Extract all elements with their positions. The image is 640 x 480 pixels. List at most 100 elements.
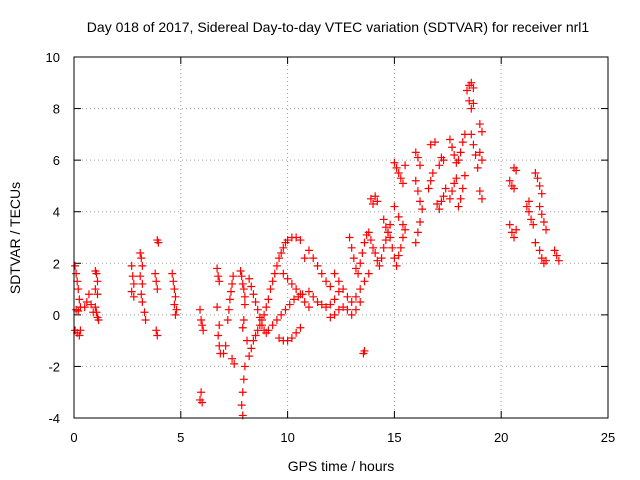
data-point (366, 236, 375, 245)
data-point (477, 156, 486, 165)
data-point (251, 297, 260, 306)
data-point (304, 303, 313, 312)
data-point (169, 277, 178, 286)
data-point (229, 272, 238, 281)
data-point (524, 197, 533, 206)
y-tick-label: -2 (48, 359, 60, 374)
data-point (94, 316, 103, 325)
data-point (253, 305, 262, 314)
data-point (309, 254, 318, 263)
data-point (448, 187, 457, 196)
data-point (281, 305, 290, 314)
data-point (351, 305, 360, 314)
data-point (72, 269, 81, 278)
data-point (537, 210, 546, 219)
data-point (330, 295, 339, 304)
data-point (435, 161, 444, 170)
data-point (136, 248, 145, 257)
data-point (411, 148, 420, 157)
data-point (198, 321, 207, 330)
data-point (475, 120, 484, 129)
data-point (552, 251, 561, 260)
data-point (313, 297, 322, 306)
data-point (272, 316, 281, 325)
data-point (240, 292, 249, 301)
data-point (309, 292, 318, 301)
data-point (249, 290, 258, 299)
data-point (92, 269, 101, 278)
data-point (537, 189, 546, 198)
data-point (330, 310, 339, 319)
data-point (371, 248, 380, 257)
data-point (127, 261, 136, 270)
data-point (153, 331, 162, 340)
data-point (360, 238, 369, 247)
data-point (277, 310, 286, 319)
data-point (275, 254, 284, 263)
data-point (196, 305, 205, 314)
data-point (279, 269, 288, 278)
data-point (71, 261, 80, 270)
y-tick-label: 10 (46, 50, 60, 65)
data-point (369, 199, 378, 208)
data-point (424, 184, 433, 193)
data-point (542, 225, 551, 234)
data-point (300, 254, 309, 263)
axis-ticks: 0 5 10 15 20 25 -4 -2 0 2 4 6 8 10 (46, 50, 616, 445)
data-point (237, 272, 246, 281)
data-point (268, 321, 277, 330)
data-point (356, 285, 365, 294)
data-point (398, 179, 407, 188)
grid (74, 57, 608, 418)
data-point (138, 297, 147, 306)
data-point (398, 220, 407, 229)
data-point (245, 274, 254, 283)
data-point (283, 336, 292, 345)
data-point (339, 303, 348, 312)
data-point (128, 272, 137, 281)
data-point (268, 277, 277, 286)
data-point (388, 243, 397, 252)
data-point (460, 171, 469, 180)
data-point (413, 187, 422, 196)
data-point (240, 300, 249, 309)
data-point (322, 303, 331, 312)
data-point (458, 138, 467, 147)
data-point (383, 228, 392, 237)
data-point (416, 218, 425, 227)
data-point (334, 287, 343, 296)
data-point (251, 331, 260, 340)
data-point (394, 169, 403, 178)
y-tick-label: 4 (53, 205, 60, 220)
x-tick-label: 0 (70, 430, 77, 445)
data-point (317, 269, 326, 278)
data-point (454, 156, 463, 165)
data-point (292, 233, 301, 242)
data-point (199, 326, 208, 335)
data-point (512, 225, 521, 234)
data-point (296, 236, 305, 245)
y-tick-label: 8 (53, 102, 60, 117)
data-point (426, 176, 435, 185)
data-point (304, 287, 313, 296)
data-point (80, 303, 89, 312)
data-point (522, 202, 531, 211)
data-point (129, 279, 138, 288)
data-point (214, 272, 223, 281)
data-point (533, 174, 542, 183)
data-point (226, 287, 235, 296)
data-point (347, 243, 356, 252)
x-tick-label: 10 (280, 430, 294, 445)
data-point (343, 292, 352, 301)
data-point (505, 220, 514, 229)
data-point (356, 297, 365, 306)
data-point (386, 233, 395, 242)
data-point (454, 202, 463, 211)
data-point (469, 83, 478, 92)
data-point (386, 220, 395, 229)
data-point (377, 254, 386, 263)
data-point (471, 150, 480, 159)
data-point (435, 205, 444, 214)
data-point (236, 267, 245, 276)
y-axis-label: SDTVAR / TECUs (7, 182, 23, 294)
